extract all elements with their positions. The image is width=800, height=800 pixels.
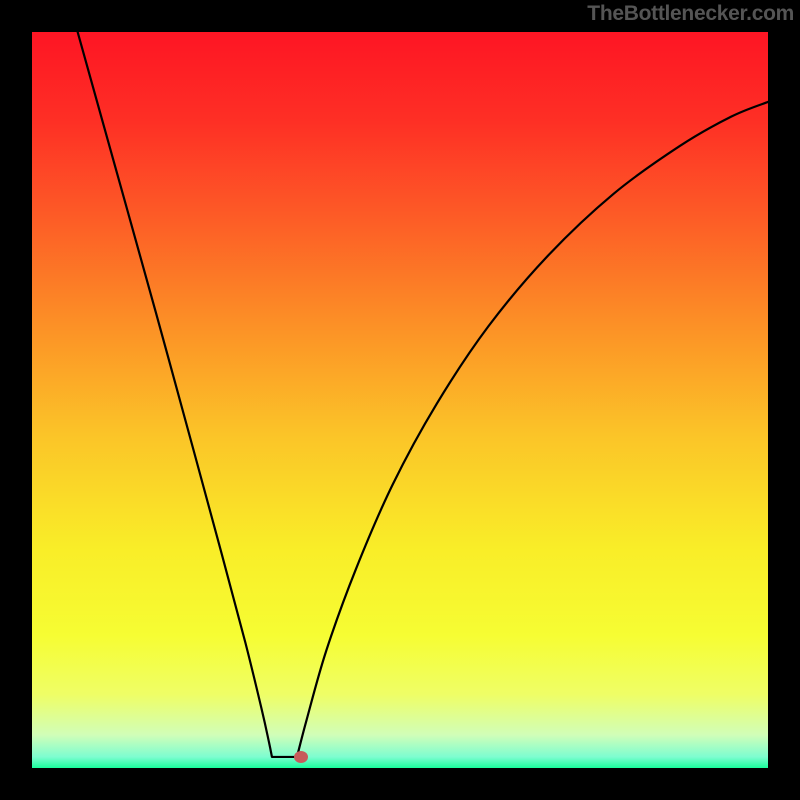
plot-area (32, 32, 768, 768)
optimum-marker (294, 751, 308, 763)
watermark-text: TheBottlenecker.com (587, 2, 794, 26)
gradient-background (32, 32, 768, 768)
